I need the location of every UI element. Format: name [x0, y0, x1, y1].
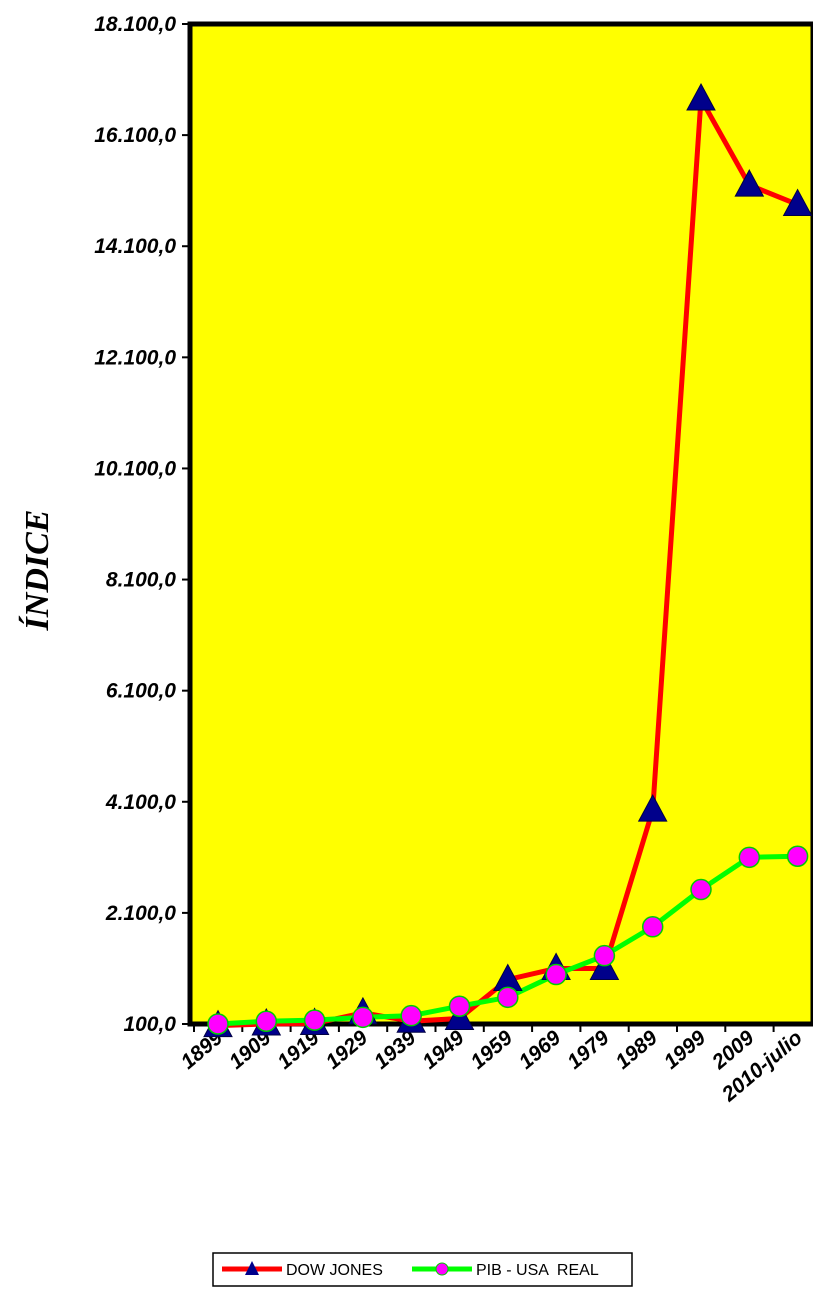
pib-point — [593, 944, 616, 967]
y-ticks: 100,0 2.100,0 4.100,0 6.100,0 8.100,0 10.100,… — [94, 13, 190, 1036]
pib-point — [400, 1004, 422, 1027]
x-tick-label: 1929 — [322, 1026, 373, 1074]
y-tick-label: 16.100,0 — [94, 124, 176, 147]
legend-label-dow-jones: DOW JONES — [286, 1262, 383, 1279]
pib-point — [690, 878, 712, 901]
dow-jones-point — [686, 82, 716, 111]
x-tick-label: 1949 — [418, 1026, 469, 1074]
pib-point — [303, 1009, 326, 1031]
dow-jones-point — [734, 169, 765, 197]
pib-point — [641, 916, 664, 938]
y-tick-label: 2.100,0 — [105, 902, 176, 925]
dow-jones-point — [589, 952, 620, 980]
x-tick-label: 1959 — [466, 1026, 517, 1074]
y-tick-label: 18.100,0 — [94, 13, 176, 36]
pib-point — [207, 1013, 229, 1035]
y-axis-label: ÍNDICE — [19, 510, 56, 632]
y-tick-label: 100,0 — [123, 1013, 176, 1036]
y-tick-label: 14.100,0 — [94, 235, 176, 258]
x-tick-label: 1969 — [515, 1026, 566, 1074]
y-tick-label: 8.100,0 — [106, 569, 176, 592]
dow-jones-point — [782, 188, 813, 217]
x-ticks: 1899190919191929193919491959196919791989… — [177, 1024, 807, 1107]
legend-marker-dow-jones-icon — [245, 1261, 259, 1275]
x-tick-label: 1989 — [611, 1026, 662, 1074]
x-tick-label: 1979 — [563, 1026, 614, 1074]
pib-point — [352, 1006, 374, 1029]
pib-point — [545, 963, 567, 986]
dow-jones-point — [637, 794, 668, 822]
x-tick-label: 1939 — [370, 1026, 421, 1074]
legend-label-pib: PIB - USA REAL — [476, 1262, 599, 1279]
x-tick-label: 1999 — [660, 1026, 711, 1074]
y-tick-label: 6.100,0 — [106, 680, 176, 703]
legend: DOW JONES PIB - USA REAL — [212, 1252, 633, 1287]
y-tick-label: 4.100,0 — [105, 791, 176, 814]
legend-marker-pib-icon — [435, 1262, 449, 1276]
y-tick-label: 12.100,0 — [94, 346, 176, 369]
y-tick-label: 10.100,0 — [94, 457, 176, 480]
pib-point — [448, 995, 471, 1017]
pib-point — [786, 845, 809, 867]
pib-point — [497, 986, 519, 1009]
series-layer — [203, 82, 813, 1038]
pib-point — [255, 1010, 278, 1032]
plot-area — [187, 21, 813, 1027]
pib-point — [738, 846, 761, 869]
